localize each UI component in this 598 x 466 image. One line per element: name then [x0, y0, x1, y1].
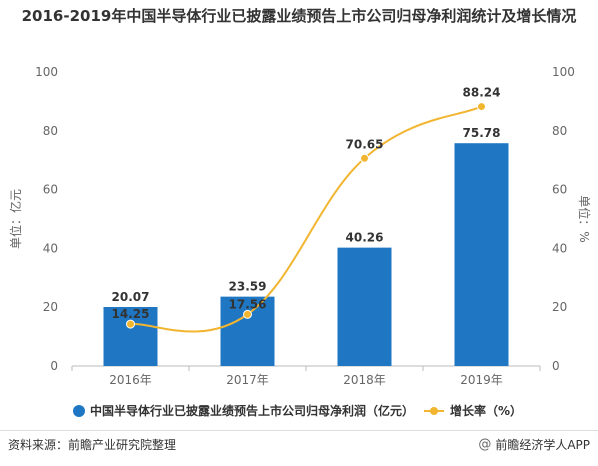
at-icon: @ [478, 437, 492, 452]
data-labels: 20.07 23.59 40.26 75.78 14.25 17.56 70.65 88.24 [112, 86, 501, 322]
y-tick-left-label: 100 [35, 65, 58, 79]
bar [103, 306, 158, 366]
growth-value-label: 14.25 [112, 307, 150, 321]
growth-value-label: 70.65 [346, 137, 384, 151]
legend: 中国半导体行业已披露业绩预告上市公司归母净利润（亿元） 增长率（%） [73, 403, 522, 418]
x-tick-label: 2019年 [460, 373, 503, 387]
brand-name: 前瞻经济学人APP [495, 438, 590, 452]
y-axis-right: 0 20 40 60 80 100 [552, 65, 575, 373]
growth-point [360, 153, 369, 163]
growth-value-label: 88.24 [463, 86, 501, 100]
bar [220, 296, 275, 366]
y-tick-right-label: 80 [552, 124, 567, 138]
growth-point [243, 309, 252, 319]
source-note: 资料来源：前瞻产业研究院整理 [8, 438, 177, 452]
x-axis-ticks: 2016年 2017年 2018年 2019年 [71, 366, 541, 387]
y-tick-left-label: 80 [43, 124, 58, 138]
x-tick-label: 2016年 [109, 373, 152, 387]
brand-credit: @ 前瞻经济学人APP [478, 436, 590, 453]
y-tick-right-label: 100 [552, 65, 575, 79]
y-tick-left-label: 0 [50, 359, 58, 373]
legend-line-label: 增长率（%） [450, 403, 522, 418]
y-axis-left-label: 单位：亿元 [8, 189, 23, 249]
line-series [126, 102, 486, 333]
y-axis-right-label: 单位：% [577, 195, 592, 242]
growth-line [130, 105, 482, 333]
bar [454, 143, 509, 366]
y-tick-right-label: 0 [552, 359, 560, 373]
bar-value-label: 23.59 [229, 280, 267, 294]
bar [337, 247, 392, 366]
bar-value-label: 75.78 [463, 126, 501, 140]
y-tick-right-label: 20 [552, 300, 567, 314]
bar-series [103, 143, 509, 366]
footer-divider [0, 430, 598, 431]
legend-bar-swatch [73, 405, 85, 417]
chart-title: 2016-2019年中国半导体行业已披露业绩预告上市公司归母净利润统计及增长情况 [21, 7, 577, 25]
y-tick-right-label: 40 [552, 241, 567, 255]
growth-point [477, 102, 486, 112]
y-tick-left-label: 60 [43, 183, 58, 197]
x-tick-label: 2017年 [226, 373, 269, 387]
y-tick-left-label: 40 [43, 241, 58, 255]
growth-point [126, 319, 135, 329]
x-tick-label: 2018年 [343, 373, 386, 387]
y-tick-left-label: 20 [43, 300, 58, 314]
bar-value-label: 40.26 [346, 231, 384, 245]
growth-value-label: 17.56 [229, 297, 267, 311]
legend-bar-label: 中国半导体行业已披露业绩预告上市公司归母净利润（亿元） [90, 403, 414, 418]
bar-value-label: 20.07 [112, 290, 150, 304]
legend-line-marker [430, 407, 438, 415]
y-tick-right-label: 60 [552, 183, 567, 197]
y-axis-left: 0 20 40 60 80 100 [35, 65, 58, 373]
